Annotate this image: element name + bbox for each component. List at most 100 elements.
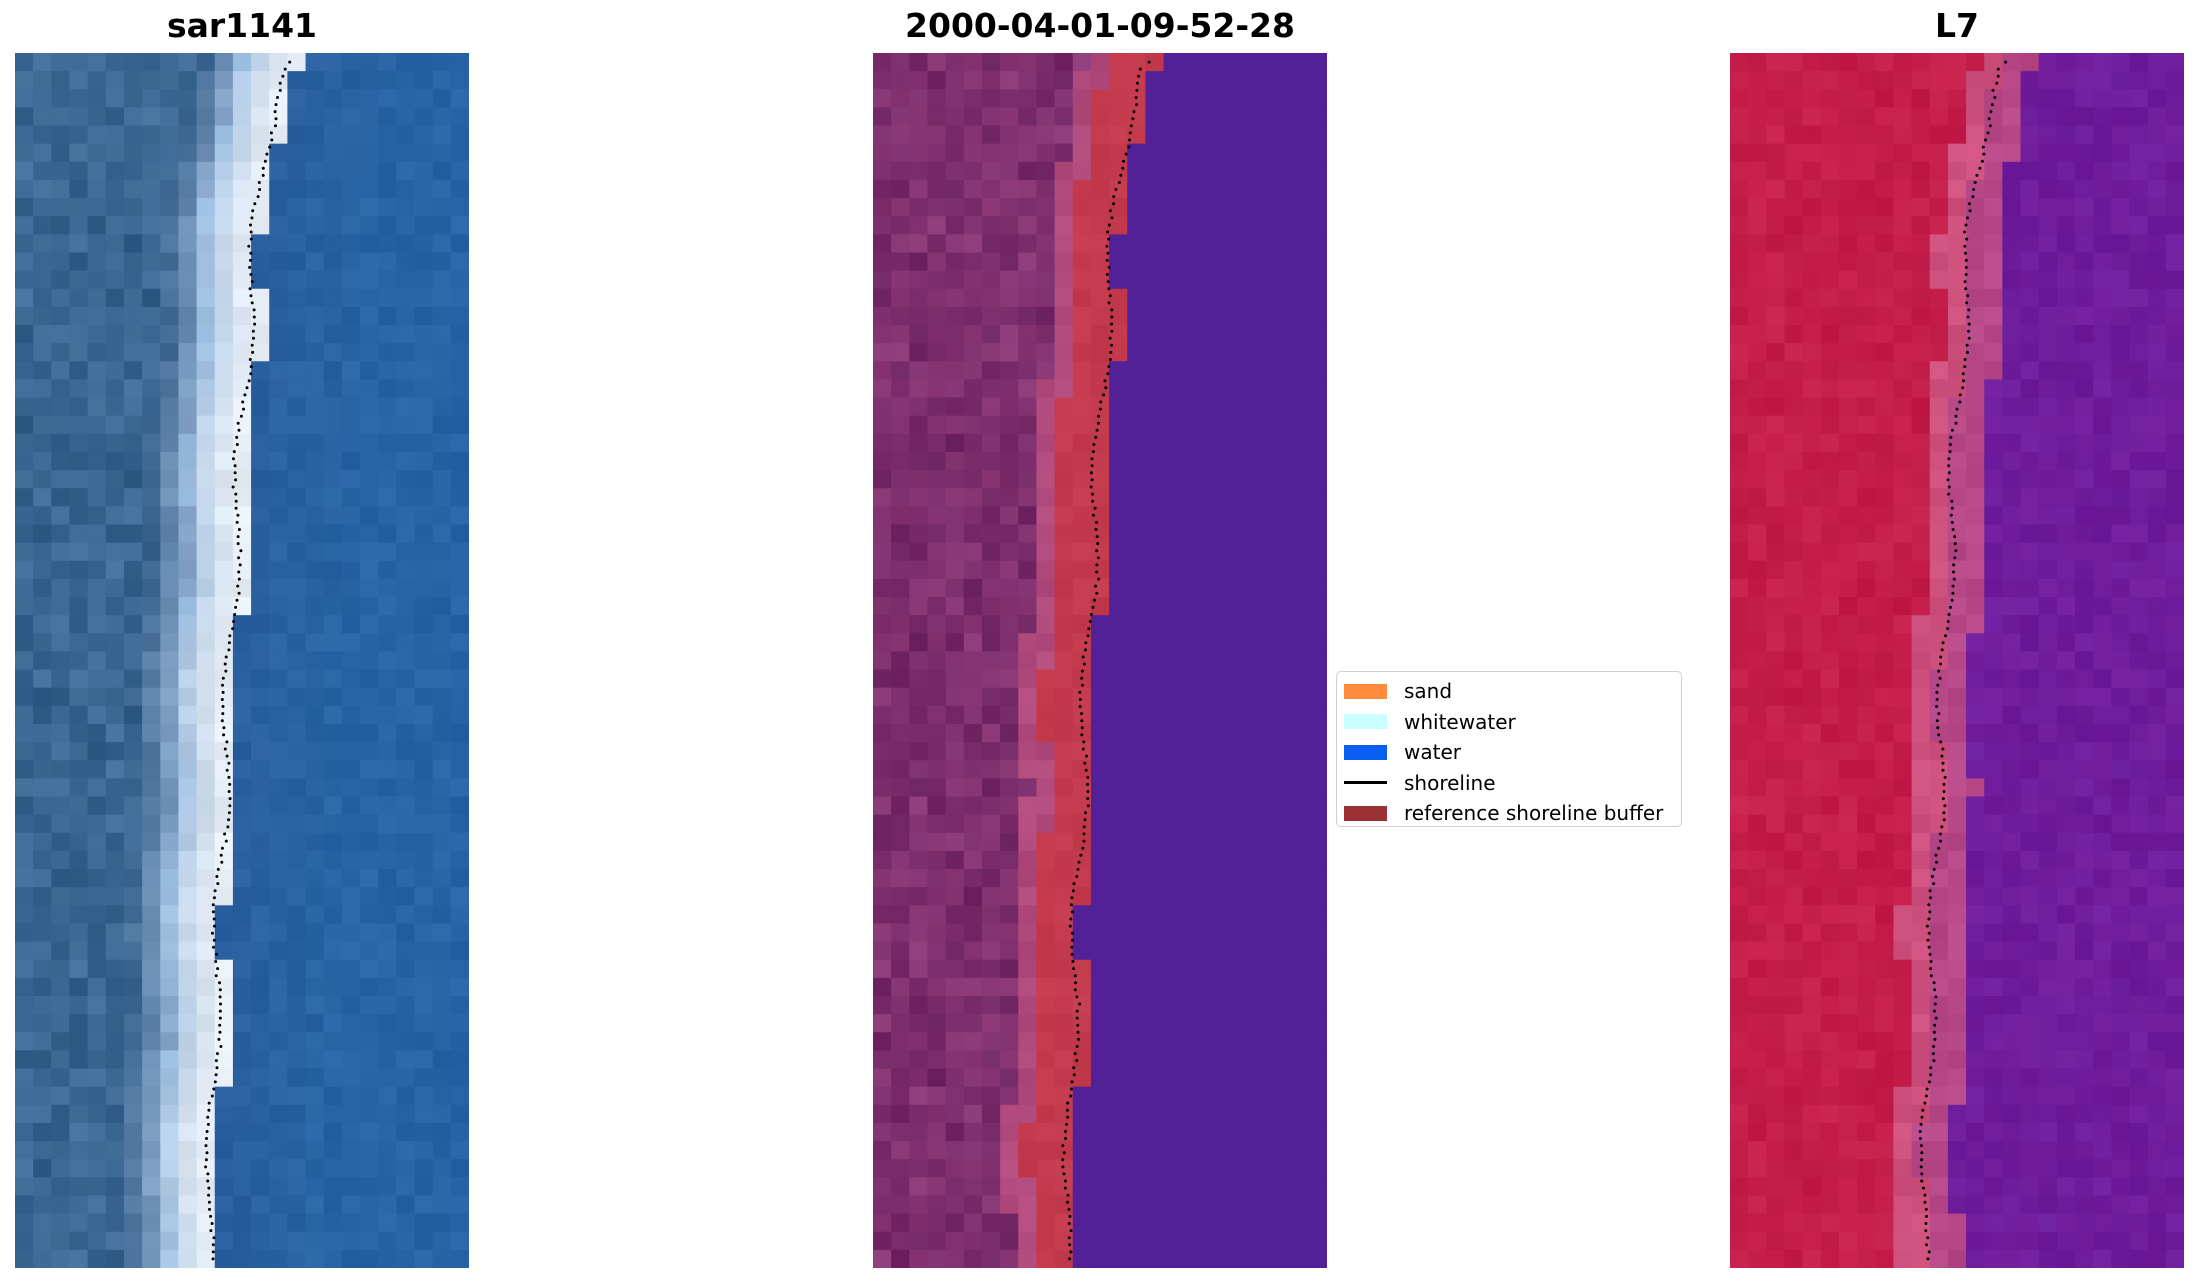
pixel-cell — [1838, 832, 1858, 852]
pixel-cell — [1784, 433, 1804, 453]
pixel-cell — [1018, 1141, 1038, 1160]
pixel-cell — [1875, 343, 1895, 362]
pixel-cell — [287, 1159, 307, 1178]
pixel-cell — [1145, 125, 1165, 145]
pixel-cell — [269, 887, 288, 906]
pixel-cell — [414, 524, 434, 544]
pixel-cell — [1109, 1032, 1128, 1051]
pixel-cell — [981, 1195, 1001, 1215]
pixel-cell — [963, 1032, 983, 1051]
pixel-cell — [341, 560, 361, 580]
pixel-cell — [2111, 306, 2131, 326]
pixel-cell — [1290, 125, 1310, 145]
pixel-cell — [378, 1032, 397, 1051]
pixel-cell — [69, 560, 89, 580]
pixel-cell — [1163, 1195, 1183, 1215]
pixel-cell — [2111, 433, 2131, 453]
pixel-cell — [1272, 651, 1292, 671]
pixel-cell — [2111, 216, 2131, 235]
pixel-cell — [1036, 560, 1056, 580]
pixel-cell — [1947, 887, 1967, 906]
pixel-cell — [1000, 252, 1019, 272]
pixel-cell — [1784, 705, 1804, 725]
pixel-cell — [15, 1141, 34, 1160]
pixel-cell — [873, 995, 892, 1015]
pixel-cell — [873, 125, 892, 145]
pixel-cell — [1090, 89, 1110, 108]
pixel-cell — [251, 597, 270, 616]
pixel-cell — [1218, 1195, 1237, 1215]
pixel-cell — [891, 89, 910, 108]
pixel-cell — [1036, 887, 1056, 906]
pixel-cell — [196, 633, 216, 653]
pixel-cell — [178, 1141, 198, 1160]
pixel-cell — [1145, 325, 1165, 344]
pixel-cell — [1054, 959, 1074, 979]
pixel-cell — [251, 1213, 270, 1233]
pixel-cell — [1109, 977, 1128, 997]
pixel-cell — [1072, 288, 1092, 308]
pixel-cell — [1145, 1249, 1165, 1268]
pixel-cell — [396, 560, 416, 580]
shoreline-dot — [1134, 96, 1138, 99]
pixel-cell — [945, 89, 965, 108]
pixel-cell — [33, 397, 52, 417]
pixel-cell — [1145, 923, 1165, 943]
pixel-cell — [33, 433, 52, 453]
pixel-cell — [33, 1231, 52, 1251]
pixel-cell — [1290, 578, 1310, 598]
pixel-cell — [15, 814, 34, 834]
pixel-cell — [214, 850, 234, 870]
pixel-cell — [2056, 742, 2076, 761]
pixel-cell — [360, 977, 379, 997]
pixel-cell — [1218, 107, 1237, 127]
pixel-cell — [2129, 179, 2149, 199]
pixel-cell — [323, 578, 343, 598]
pixel-cell — [2056, 578, 2076, 598]
pixel-cell — [1893, 161, 1913, 181]
pixel-cell — [1875, 578, 1895, 598]
pixel-cell — [1218, 778, 1237, 798]
pixel-cell — [2111, 723, 2131, 743]
pixel-cell — [1145, 524, 1165, 544]
pixel-cell — [1163, 1159, 1183, 1178]
pixel-cell — [1181, 343, 1201, 362]
pixel-cell — [251, 506, 270, 526]
pixel-cell — [178, 397, 198, 417]
pixel-cell — [1802, 760, 1822, 779]
pixel-cell — [1127, 1195, 1146, 1215]
pixel-cell — [160, 850, 180, 870]
pixel-cell — [1218, 1249, 1237, 1268]
pixel-cell — [432, 1122, 452, 1142]
pixel-cell — [1984, 161, 2003, 181]
pixel-cell — [378, 53, 397, 72]
pixel-cell — [1820, 923, 1840, 943]
pixel-cell — [323, 796, 343, 816]
pixel-cell — [341, 778, 361, 798]
pixel-cell — [87, 343, 107, 362]
pixel-cell — [945, 361, 965, 381]
shoreline-dot — [1070, 1080, 1074, 1084]
pixel-cell — [1054, 977, 1074, 997]
pixel-cell — [1109, 71, 1128, 90]
pixel-cell — [1254, 1141, 1274, 1160]
pixel-cell — [360, 723, 379, 743]
pixel-cell — [1218, 125, 1237, 145]
pixel-cell — [1254, 179, 1274, 199]
pixel-cell — [2147, 941, 2167, 961]
pixel-cell — [2002, 143, 2022, 163]
pixel-cell — [1036, 796, 1056, 816]
pixel-cell — [287, 742, 307, 761]
pixel-cell — [1199, 651, 1219, 671]
pixel-cell — [2002, 524, 2022, 544]
pixel-cell — [214, 306, 234, 326]
pixel-cell — [414, 1141, 434, 1160]
pixel-cell — [1036, 651, 1056, 671]
pixel-cell — [15, 669, 34, 689]
pixel-cell — [2147, 615, 2167, 634]
pixel-cell — [1145, 705, 1165, 725]
pixel-cell — [2056, 778, 2076, 798]
pixel-cell — [1893, 542, 1913, 562]
pixel-cell — [33, 234, 52, 254]
shoreline-dot — [205, 1137, 208, 1140]
